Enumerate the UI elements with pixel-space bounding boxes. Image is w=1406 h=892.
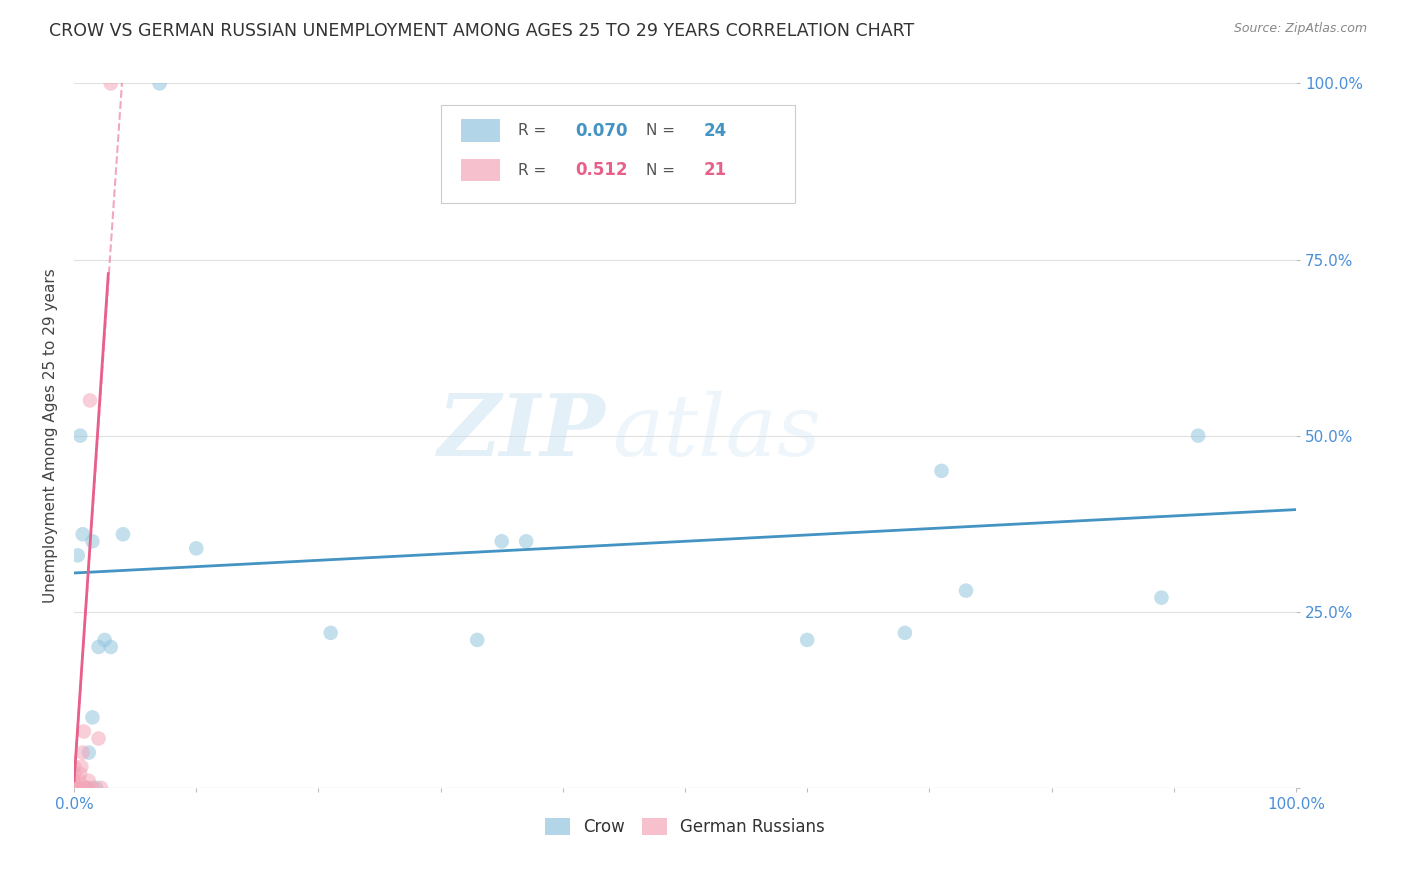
Point	[63, 766, 86, 780]
Point	[65, 780, 87, 795]
Y-axis label: Unemployment Among Ages 25 to 29 years: Unemployment Among Ages 25 to 29 years	[44, 268, 58, 603]
Point	[931, 464, 953, 478]
Point	[63, 780, 86, 795]
Point	[111, 527, 134, 541]
Point	[87, 731, 110, 746]
Point	[79, 393, 101, 408]
Text: N =: N =	[645, 123, 679, 138]
Point	[515, 534, 537, 549]
Point	[75, 780, 97, 795]
Text: CROW VS GERMAN RUSSIAN UNEMPLOYMENT AMONG AGES 25 TO 29 YEARS CORRELATION CHART: CROW VS GERMAN RUSSIAN UNEMPLOYMENT AMON…	[49, 22, 914, 40]
Point	[67, 773, 90, 788]
Text: Source: ZipAtlas.com: Source: ZipAtlas.com	[1233, 22, 1367, 36]
Point	[82, 780, 104, 795]
Point	[75, 780, 97, 795]
Point	[63, 780, 86, 795]
Text: atlas: atlas	[612, 391, 821, 474]
Text: 21: 21	[703, 161, 727, 179]
FancyBboxPatch shape	[461, 159, 501, 181]
Point	[796, 632, 818, 647]
Point	[90, 780, 112, 795]
Point	[87, 640, 110, 654]
Point	[955, 583, 977, 598]
Point	[70, 760, 93, 774]
Point	[63, 760, 86, 774]
Text: 24: 24	[703, 121, 727, 140]
Text: 0.070: 0.070	[575, 121, 627, 140]
Point	[100, 77, 122, 91]
Text: ZIP: ZIP	[437, 391, 606, 474]
Point	[491, 534, 513, 549]
FancyBboxPatch shape	[440, 104, 794, 203]
Point	[75, 780, 97, 795]
Legend: Crow, German Russians: Crow, German Russians	[538, 812, 831, 843]
Text: R =: R =	[517, 162, 551, 178]
Text: N =: N =	[645, 162, 679, 178]
Point	[77, 746, 100, 760]
Text: R =: R =	[517, 123, 551, 138]
Point	[1187, 428, 1209, 442]
Point	[63, 773, 86, 788]
Point	[63, 773, 86, 788]
Point	[82, 534, 104, 549]
Point	[77, 773, 100, 788]
Point	[84, 780, 107, 795]
Point	[894, 625, 917, 640]
Point	[149, 77, 172, 91]
Point	[72, 746, 94, 760]
Point	[69, 428, 91, 442]
Point	[66, 549, 89, 563]
Point	[465, 632, 488, 647]
Point	[82, 710, 104, 724]
Point	[186, 541, 208, 556]
Point	[319, 625, 342, 640]
Point	[72, 527, 94, 541]
FancyBboxPatch shape	[461, 120, 501, 142]
Point	[100, 640, 122, 654]
Point	[66, 780, 89, 795]
Point	[73, 724, 96, 739]
Point	[1150, 591, 1173, 605]
Point	[69, 766, 91, 780]
Point	[93, 632, 115, 647]
Text: 0.512: 0.512	[575, 161, 627, 179]
